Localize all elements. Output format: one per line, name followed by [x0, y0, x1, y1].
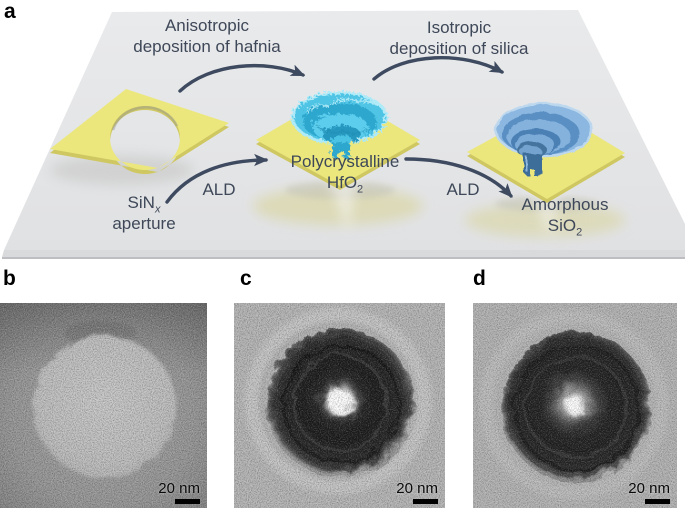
panel-b-label: b [3, 267, 16, 290]
hafnia-cone [289, 89, 387, 158]
silica-funnel [493, 101, 593, 176]
scale-bar: 20 nm [396, 480, 438, 504]
panel-a-label: a [4, 0, 16, 23]
panel-a: Anisotropic deposition of hafnia Isotrop… [2, 10, 685, 259]
ald-right-label: ALD [446, 180, 480, 199]
ald-left-label: ALD [202, 180, 236, 199]
sin-membrane-aperture [50, 89, 229, 174]
scale-bar-line [175, 499, 200, 504]
isotropic-deposition-arrow [372, 56, 505, 81]
ald-arrow-right [404, 157, 513, 198]
anisotropic-deposition-arrow [178, 64, 306, 93]
scale-bar-text: 20 nm [158, 480, 200, 497]
ald-schematic-scene [2, 10, 685, 259]
panel-c-tem-image: 20 nm [234, 303, 445, 508]
scale-bar: 20 nm [628, 480, 670, 504]
anisotropic-deposition-label: Anisotropic deposition of hafnia [133, 16, 281, 56]
tem-micrograph-aperture [0, 303, 207, 508]
aperture-rim-shadow [111, 106, 179, 131]
polycrystalline-hfo2-label: Polycrystalline HfO2 [290, 152, 400, 196]
scale-bar-text: 20 nm [396, 480, 438, 497]
scale-bar-text: 20 nm [628, 480, 670, 497]
panel-c-label: c [240, 267, 252, 290]
sin-aperture-label: SiNx aperture [112, 193, 176, 233]
tem-micrograph-hafnia [234, 303, 445, 508]
panel-d-tem-image: 20 nm [473, 303, 677, 508]
scale-bar-line [413, 499, 438, 504]
tem-micrograph-silica [473, 303, 677, 508]
scale-bar-line [645, 499, 670, 504]
amorphous-sio2-label: Amorphous SiO2 [521, 195, 609, 239]
ald-arrow-left [165, 153, 269, 204]
scale-bar: 20 nm [158, 480, 200, 504]
isotropic-deposition-label: Isotropic deposition of silica [389, 18, 529, 58]
panel-b-tem-image: 20 nm [0, 303, 207, 508]
panel-d-label: d [473, 267, 486, 290]
